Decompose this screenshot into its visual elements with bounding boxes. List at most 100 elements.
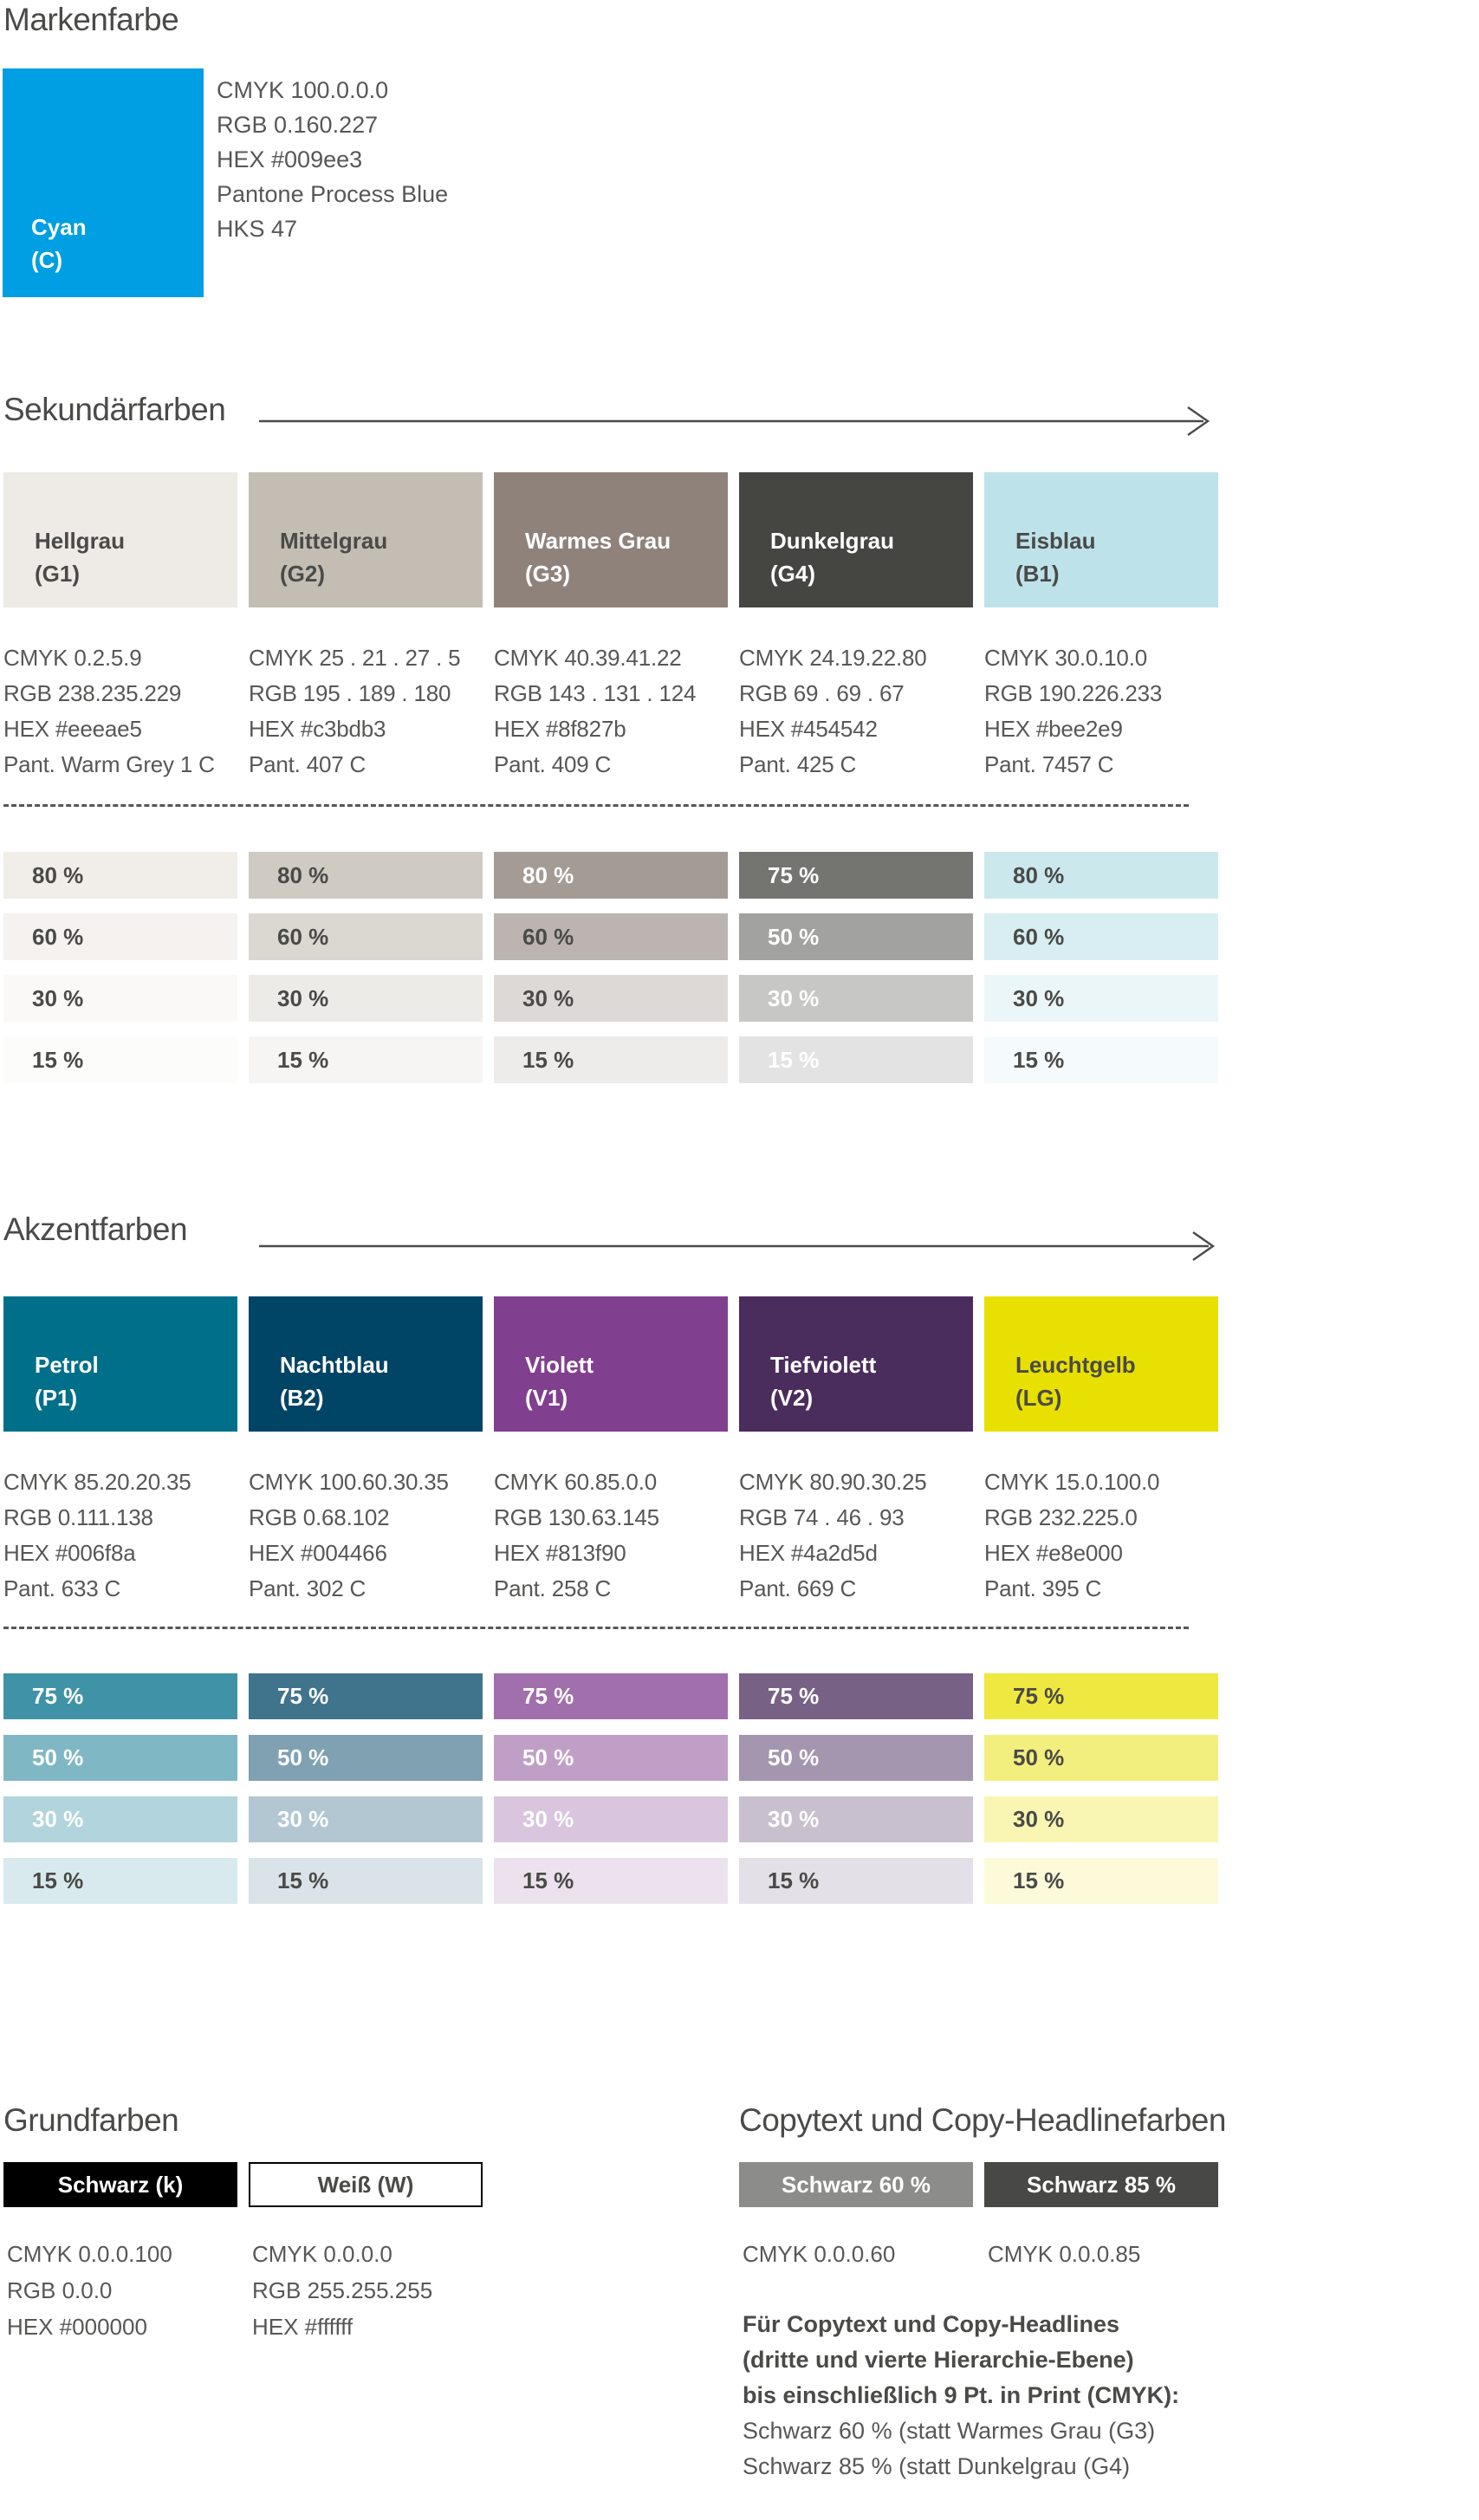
tint-cell: 15 % xyxy=(739,1036,973,1083)
color-swatch-dunkelgrau: Dunkelgrau (G4) xyxy=(739,472,973,607)
note-line: Schwarz 60 % (statt Warmes Grau (G3) xyxy=(743,2418,1156,2444)
tint-label: 75 % xyxy=(768,861,820,888)
note-line-bold: bis einschließlich 9 Pt. in Print (CMYK)… xyxy=(743,2382,1180,2408)
color-specs-leuchtgelb: CMYK 15.0.100.0 RGB 232.225.0 HEX #e8e00… xyxy=(984,1465,1218,1607)
color-swatch-petrol: Petrol (P1) xyxy=(3,1296,237,1432)
color-specs-nachtblau: CMYK 100.60.30.35 RGB 0.68.102 HEX #0044… xyxy=(249,1465,483,1607)
note-line: Schwarz 85 % (statt Dunkelgrau (G4) xyxy=(743,2453,1131,2479)
tint-cell: 30 % xyxy=(249,975,483,1022)
tint-cell: 15 % xyxy=(984,1858,1218,1904)
tint-cell: 75 % xyxy=(3,1673,237,1719)
spec-cmyk: CMYK 40.39.41.22 xyxy=(494,645,682,671)
dashed-divider xyxy=(3,1627,1189,1629)
spec-cmyk: CMYK 80.90.30.25 xyxy=(739,1469,927,1495)
spec-hex: HEX #813f90 xyxy=(494,1540,626,1566)
swatch-name: Dunkelgrau xyxy=(770,528,895,554)
tint-label: 60 % xyxy=(32,923,84,950)
swatch-name: Nachtblau xyxy=(280,1352,389,1378)
spec-pantone: Pant. 407 C xyxy=(249,751,367,777)
spec-pantone: Pant. 302 C xyxy=(249,1575,367,1601)
right-arrow-icon xyxy=(259,1231,1221,1262)
section-heading-grundfarben: Grundfarben xyxy=(3,2102,179,2138)
spec-rgb: RGB 195 . 189 . 180 xyxy=(249,680,451,706)
tint-label: 75 % xyxy=(522,1683,574,1709)
tint-cell: 75 % xyxy=(984,1673,1218,1719)
color-spec-schwarz-85: CMYK 0.0.0.85 xyxy=(988,2236,1140,2272)
tint-label: 50 % xyxy=(522,1744,574,1770)
color-swatch-nachtblau: Nachtblau (B2) xyxy=(249,1296,483,1432)
spec-rgb: RGB 190.226.233 xyxy=(984,680,1163,706)
tint-cell: 60 % xyxy=(3,913,237,960)
tint-cell: 50 % xyxy=(494,1735,728,1781)
tint-cell: 15 % xyxy=(984,1036,1218,1083)
tint-label: 75 % xyxy=(1013,1683,1065,1709)
dashed-divider xyxy=(3,804,1189,807)
color-swatch-weiss: Weiß (W) xyxy=(249,2162,483,2207)
tint-cell: 75 % xyxy=(739,852,973,899)
color-swatch-eisblau: Eisblau (B1) xyxy=(984,472,1218,607)
note-line-bold: (dritte und vierte Hierarchie-Ebene) xyxy=(743,2347,1134,2373)
tint-label: 15 % xyxy=(277,1867,329,1893)
spec-pantone: Pant. 395 C xyxy=(984,1575,1102,1601)
tint-label: 30 % xyxy=(277,984,329,1011)
tint-cell: 75 % xyxy=(739,1673,973,1719)
spec-pantone: Pant. 669 C xyxy=(739,1575,857,1601)
spec-rgb: RGB 0.111.138 xyxy=(3,1504,153,1530)
section-heading-sekundaerfarben: Sekundärfarben xyxy=(3,392,226,427)
tint-cell: 50 % xyxy=(739,1735,973,1781)
spec-rgb: RGB 0.160.227 xyxy=(217,112,379,138)
tint-cell: 15 % xyxy=(249,1036,483,1083)
tint-cell: 50 % xyxy=(984,1735,1218,1781)
tint-label: 15 % xyxy=(32,1867,84,1893)
tint-cell: 15 % xyxy=(494,1036,728,1083)
tint-label: 15 % xyxy=(32,1046,84,1073)
spec-pantone: Pant. 7457 C xyxy=(984,751,1114,777)
accent-tint-grid: 75 % 75 % 75 % 75 % 75 % 50 % 50 % 50 % … xyxy=(3,1673,1218,1904)
tint-label: 15 % xyxy=(522,1867,574,1893)
spec-pantone: Pant. 258 C xyxy=(494,1575,612,1601)
spec-rgb: RGB 69 . 69 . 67 xyxy=(739,680,905,706)
tint-label: 50 % xyxy=(768,1744,820,1770)
tint-label: 75 % xyxy=(768,1683,820,1709)
color-swatch-violett: Violett (V1) xyxy=(494,1296,728,1432)
tint-label: 30 % xyxy=(522,1806,574,1832)
spec-rgb: RGB 143 . 131 . 124 xyxy=(494,680,697,706)
color-swatch-leuchtgelb: Leuchtgelb (LG) xyxy=(984,1296,1218,1432)
swatch-code: (G3) xyxy=(525,561,570,587)
color-specs-eisblau: CMYK 30.0.10.0 RGB 190.226.233 HEX #bee2… xyxy=(984,640,1218,783)
spec-rgb: RGB 232.225.0 xyxy=(984,1504,1138,1530)
accent-swatch-row: Petrol (P1) Nachtblau (B2) Violett (V1) … xyxy=(3,1296,1218,1432)
color-specs-violett: CMYK 60.85.0.0 RGB 130.63.145 HEX #813f9… xyxy=(494,1465,728,1607)
swatch-code: (V1) xyxy=(525,1385,568,1411)
swatch-code: (G4) xyxy=(770,561,815,587)
tint-cell: 60 % xyxy=(494,913,728,960)
secondary-swatch-row: Hellgrau (G1) Mittelgrau (G2) Warmes Gra… xyxy=(3,472,1218,607)
tint-label: 80 % xyxy=(277,861,329,888)
spec-cmyk: CMYK 24.19.22.80 xyxy=(739,645,927,671)
tint-cell: 15 % xyxy=(494,1858,728,1904)
swatch-name: Warmes Grau xyxy=(525,528,671,554)
spec-cmyk: CMYK 100.0.0.0 xyxy=(217,77,389,103)
tint-cell: 60 % xyxy=(984,913,1218,960)
tint-label: 80 % xyxy=(522,861,574,888)
tint-label: 60 % xyxy=(1013,923,1065,950)
tint-label: 15 % xyxy=(768,1046,820,1073)
accent-specs-row: CMYK 85.20.20.35 RGB 0.111.138 HEX #006f… xyxy=(3,1465,1218,1607)
tint-label: 15 % xyxy=(277,1046,329,1073)
spec-cmyk: CMYK 25 . 21 . 27 . 5 xyxy=(249,645,461,671)
spec-cmyk: CMYK 85.20.20.35 xyxy=(3,1469,191,1495)
tint-cell: 75 % xyxy=(494,1673,728,1719)
spec-hex: HEX #e8e000 xyxy=(984,1540,1123,1566)
color-swatch-tiefviolett: Tiefviolett (V2) xyxy=(739,1296,973,1432)
tint-cell: 30 % xyxy=(249,1796,483,1842)
spec-rgb: RGB 0.68.102 xyxy=(249,1504,390,1530)
spec-cmyk: CMYK 0.0.0.85 xyxy=(988,2241,1141,2267)
tint-cell: 30 % xyxy=(3,975,237,1022)
spec-cmyk: CMYK 0.0.0.0 xyxy=(252,2241,392,2267)
tint-cell: 50 % xyxy=(3,1735,237,1781)
color-specs-hellgrau: CMYK 0.2.5.9 RGB 238.235.229 HEX #eeeae5… xyxy=(3,640,237,783)
spec-pantone: Pantone Process Blue xyxy=(217,181,449,207)
tint-label: 30 % xyxy=(1013,1806,1065,1832)
swatch-name: Cyan xyxy=(31,214,87,240)
swatch-code: (V2) xyxy=(770,1385,814,1411)
